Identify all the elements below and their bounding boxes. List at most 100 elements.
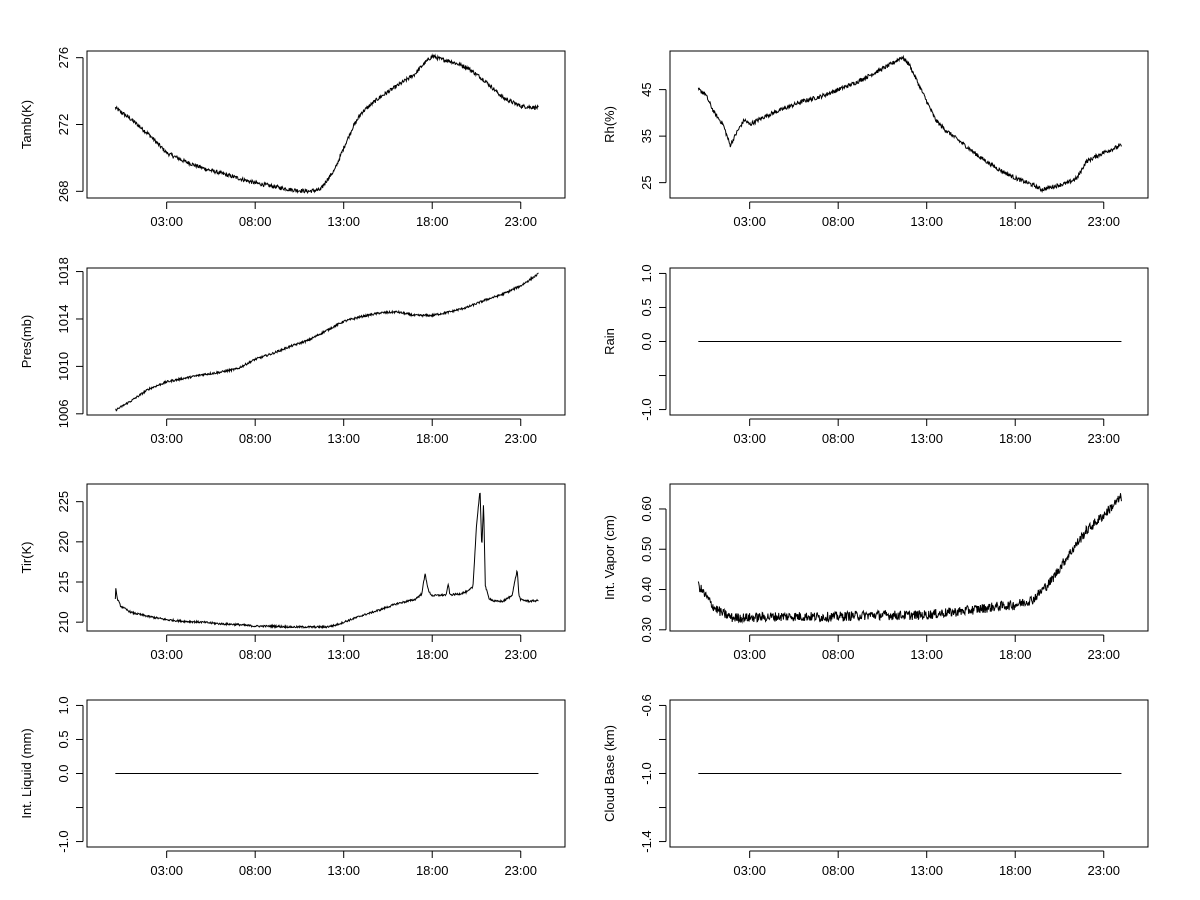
x-axis: 03:00 08:00 13:00 18:00 23:00 (150, 418, 537, 446)
x-tick-label: 18:00 (999, 863, 1032, 878)
series-line (115, 272, 539, 412)
x-tick-label: 13:00 (910, 214, 943, 229)
x-tick-label: 18:00 (999, 647, 1032, 662)
y-tick-label: -1.0 (56, 830, 71, 852)
y-axis: 268 272 276 (56, 47, 84, 202)
x-axis: 03:00 08:00 13:00 18:00 23:00 (733, 201, 1120, 229)
y-axis: -1.0 0.0 0.5 1.0 (639, 264, 667, 421)
x-tick-label: 23:00 (504, 863, 537, 878)
x-tick-label: 08:00 (239, 431, 272, 446)
x-tick-label: 23:00 (1087, 863, 1120, 878)
chart-panel-7: 03:00 08:00 13:00 18:00 23:00 -1.0 0.0 0.5 1.0 In… (19, 696, 566, 878)
plot-frame (669, 483, 1149, 632)
y-tick-label: 0.0 (56, 764, 71, 782)
plot-frame (669, 267, 1149, 416)
x-tick-label: 08:00 (822, 214, 855, 229)
y-axis: -1.4 -1.0 -0.6 (639, 694, 667, 853)
chart-panel-1: 03:00 08:00 13:00 18:00 23:00 268 272 276 Tamb(K… (19, 47, 566, 229)
y-tick-label: 210 (56, 611, 71, 633)
x-tick-label: 13:00 (327, 863, 360, 878)
y-axis-title: Int. Liquid (mm) (19, 728, 34, 818)
x-axis: 03:00 08:00 13:00 18:00 23:00 (733, 634, 1120, 662)
x-tick-label: 18:00 (416, 863, 449, 878)
y-axis: 210 215 220 225 (56, 491, 84, 633)
x-tick-label: 23:00 (504, 214, 537, 229)
y-tick-label: 0.50 (639, 537, 654, 562)
y-axis: -1.0 0.0 0.5 1.0 (56, 696, 84, 853)
x-tick-label: 18:00 (999, 214, 1032, 229)
chart-panel-5: 03:00 08:00 13:00 18:00 23:00 210 215 220 225 Tir… (19, 483, 566, 662)
x-tick-label: 03:00 (150, 647, 183, 662)
y-tick-label: 0.5 (639, 298, 654, 316)
y-tick-label: 268 (56, 180, 71, 202)
y-tick-label: 0.30 (639, 617, 654, 642)
x-tick-label: 08:00 (822, 647, 855, 662)
y-axis: 25 35 45 (639, 82, 667, 190)
x-tick-label: 18:00 (416, 431, 449, 446)
x-tick-label: 03:00 (150, 431, 183, 446)
y-axis: 0.30 0.40 0.50 0.60 (639, 496, 667, 642)
x-tick-label: 08:00 (822, 863, 855, 878)
y-tick-label: 0.5 (56, 730, 71, 748)
series-line (114, 53, 539, 195)
plot-frame (86, 699, 566, 848)
y-tick-label: 35 (639, 129, 654, 143)
plot-frame (669, 699, 1149, 848)
x-tick-label: 23:00 (1087, 431, 1120, 446)
x-tick-label: 18:00 (416, 647, 449, 662)
y-axis-title: Cloud Base (km) (602, 725, 617, 822)
chart-panel-3: 03:00 08:00 13:00 18:00 23:00 1006 1010 1014 101… (19, 257, 566, 446)
x-tick-label: 08:00 (239, 863, 272, 878)
chart-panel-8: 03:00 08:00 13:00 18:00 23:00 -1.4 -1.0 -0.6 Clo… (602, 694, 1149, 878)
x-tick-label: 08:00 (239, 214, 272, 229)
plot-frame (86, 483, 566, 632)
x-tick-label: 13:00 (327, 214, 360, 229)
x-tick-label: 13:00 (327, 431, 360, 446)
x-tick-label: 03:00 (150, 863, 183, 878)
y-tick-label: -1.0 (639, 398, 654, 420)
plot-frame (86, 267, 566, 416)
y-tick-label: 0.60 (639, 496, 654, 521)
y-tick-label: 225 (56, 491, 71, 513)
x-tick-label: 03:00 (733, 214, 766, 229)
x-tick-label: 13:00 (327, 647, 360, 662)
y-axis: 1006 1010 1014 1018 (56, 257, 84, 428)
x-tick-label: 18:00 (416, 214, 449, 229)
chart-panel-6: 03:00 08:00 13:00 18:00 23:00 0.30 0.40 0.50 0.6… (602, 483, 1149, 662)
y-tick-label: 0.40 (639, 577, 654, 602)
x-tick-label: 23:00 (1087, 214, 1120, 229)
x-tick-label: 13:00 (910, 431, 943, 446)
x-tick-label: 03:00 (733, 431, 766, 446)
x-tick-label: 18:00 (999, 431, 1032, 446)
y-tick-label: 1.0 (639, 264, 654, 282)
x-axis: 03:00 08:00 13:00 18:00 23:00 (150, 201, 537, 229)
y-tick-label: 1010 (56, 352, 71, 381)
series-line (114, 492, 539, 630)
y-tick-label: -1.0 (639, 762, 654, 784)
y-tick-label: -0.6 (639, 694, 654, 716)
chart-panel-4: 03:00 08:00 13:00 18:00 23:00 -1.0 0.0 0.5 1.0 Ra… (602, 264, 1149, 446)
y-tick-label: 1006 (56, 399, 71, 428)
x-axis: 03:00 08:00 13:00 18:00 23:00 (150, 850, 537, 878)
x-axis: 03:00 08:00 13:00 18:00 23:00 (150, 634, 537, 662)
x-tick-label: 23:00 (504, 431, 537, 446)
x-tick-label: 08:00 (239, 647, 272, 662)
x-tick-label: 23:00 (1087, 647, 1120, 662)
x-axis: 03:00 08:00 13:00 18:00 23:00 (733, 418, 1120, 446)
y-tick-label: 272 (56, 114, 71, 136)
y-tick-label: 1018 (56, 257, 71, 286)
y-axis-title: Tamb(K) (19, 100, 34, 149)
y-tick-label: 45 (639, 82, 654, 96)
y-tick-label: 25 (639, 175, 654, 189)
y-tick-label: 276 (56, 47, 71, 69)
x-tick-label: 03:00 (733, 863, 766, 878)
y-tick-label: -1.4 (639, 830, 654, 852)
x-tick-label: 13:00 (910, 647, 943, 662)
series-line (697, 54, 1122, 194)
y-axis-title: Int. Vapor (cm) (602, 515, 617, 600)
y-axis-title: Rh(%) (602, 106, 617, 143)
y-tick-label: 215 (56, 571, 71, 593)
y-tick-label: 1.0 (56, 696, 71, 714)
y-tick-label: 0.0 (639, 332, 654, 350)
